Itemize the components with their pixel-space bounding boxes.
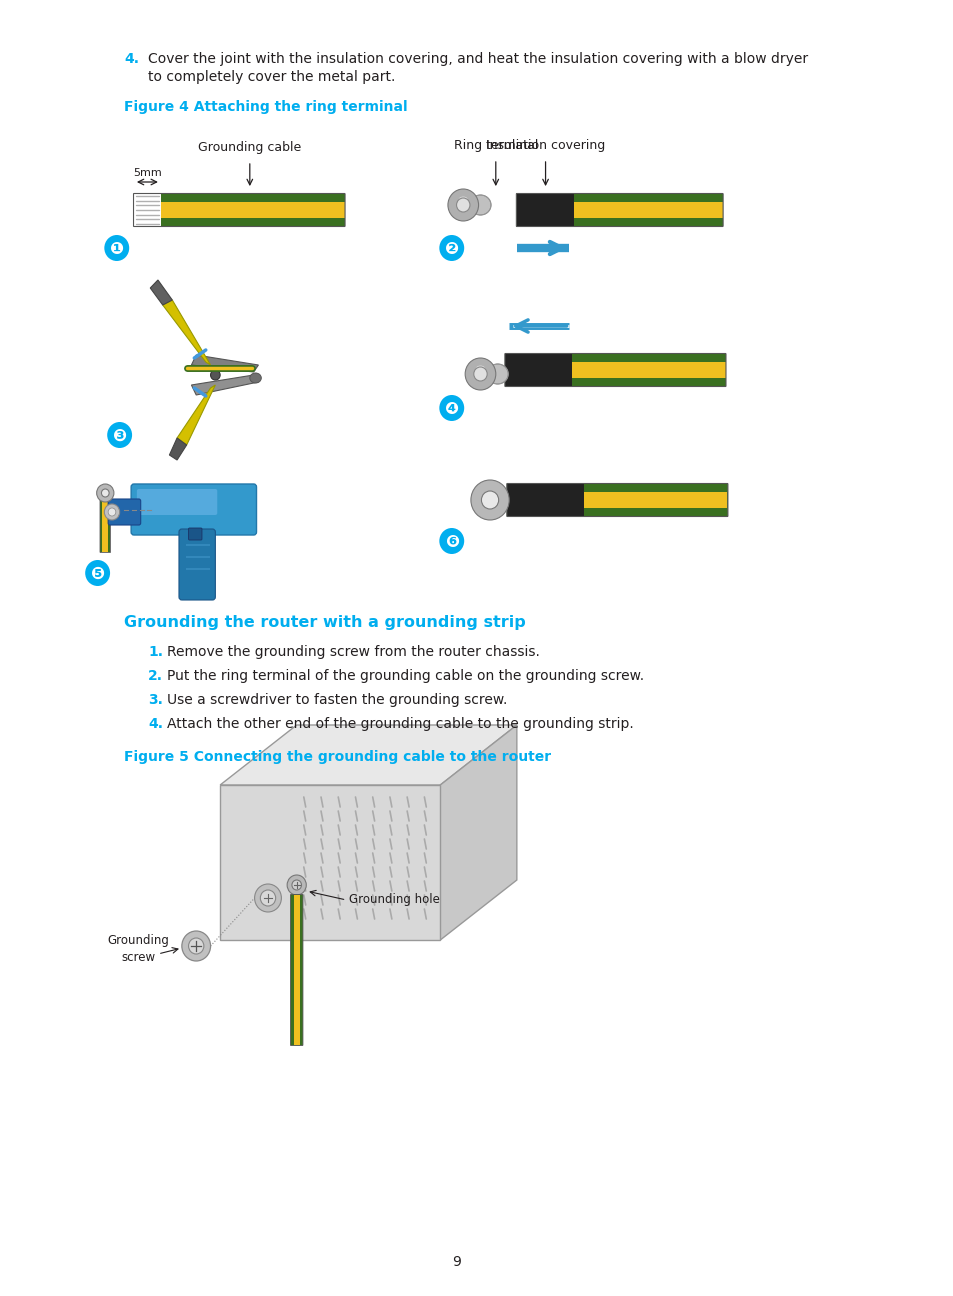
Polygon shape — [192, 375, 258, 395]
Circle shape — [456, 198, 470, 213]
Text: ❷: ❷ — [444, 240, 458, 258]
FancyBboxPatch shape — [131, 483, 256, 535]
Text: Ring terminal: Ring terminal — [453, 139, 537, 152]
Bar — [133, 194, 161, 226]
Bar — [505, 362, 724, 378]
Polygon shape — [163, 299, 211, 365]
Bar — [507, 483, 583, 516]
Text: Grounding the router with a grounding strip: Grounding the router with a grounding st… — [124, 616, 526, 630]
Circle shape — [211, 369, 220, 380]
Text: Attach the other end of the grounding cable to the grounding strip.: Attach the other end of the grounding ca… — [168, 717, 634, 731]
Circle shape — [254, 884, 281, 912]
Text: 5mm: 5mm — [132, 168, 162, 178]
Text: Use a screwdriver to fasten the grounding screw.: Use a screwdriver to fasten the groundin… — [168, 693, 507, 708]
Text: 3.: 3. — [149, 693, 163, 708]
Circle shape — [189, 938, 204, 954]
Circle shape — [481, 491, 498, 509]
Circle shape — [85, 560, 110, 586]
Text: Figure 5 Connecting the grounding cable to the router: Figure 5 Connecting the grounding cable … — [124, 750, 551, 765]
Text: Cover the joint with the insulation covering, and heat the insulation covering w: Cover the joint with the insulation cove… — [149, 52, 807, 66]
FancyBboxPatch shape — [179, 529, 215, 600]
Circle shape — [108, 508, 115, 516]
Circle shape — [292, 880, 301, 890]
Ellipse shape — [458, 197, 468, 203]
Bar — [220, 785, 440, 940]
Bar — [517, 202, 721, 218]
Text: 9: 9 — [452, 1255, 460, 1269]
FancyBboxPatch shape — [290, 894, 303, 1046]
Circle shape — [104, 235, 129, 260]
Circle shape — [260, 890, 275, 906]
Polygon shape — [440, 724, 517, 940]
Text: Insulation covering: Insulation covering — [485, 139, 604, 152]
Circle shape — [448, 189, 478, 222]
Bar — [100, 500, 110, 552]
Polygon shape — [177, 385, 215, 445]
Ellipse shape — [250, 373, 261, 384]
FancyBboxPatch shape — [108, 499, 140, 525]
Text: Grounding hole: Grounding hole — [349, 893, 439, 906]
Circle shape — [474, 367, 487, 381]
Bar — [505, 354, 572, 386]
Text: to completely cover the metal part.: to completely cover the metal part. — [149, 70, 395, 84]
Text: ❻: ❻ — [444, 533, 458, 551]
Bar — [517, 194, 574, 226]
Circle shape — [439, 395, 464, 421]
Bar — [507, 492, 726, 508]
Circle shape — [471, 480, 509, 520]
Text: 1.: 1. — [149, 645, 163, 658]
Text: 2.: 2. — [149, 669, 163, 683]
FancyBboxPatch shape — [136, 489, 217, 515]
Text: Remove the grounding screw from the router chassis.: Remove the grounding screw from the rout… — [168, 645, 539, 658]
Ellipse shape — [487, 364, 508, 384]
Text: 4.: 4. — [149, 717, 163, 731]
Circle shape — [107, 422, 132, 448]
FancyBboxPatch shape — [133, 193, 345, 227]
Bar — [102, 500, 108, 552]
FancyBboxPatch shape — [504, 354, 725, 386]
Text: ❺: ❺ — [91, 565, 105, 583]
Circle shape — [101, 489, 109, 496]
Text: ❸: ❸ — [112, 426, 127, 445]
Ellipse shape — [476, 365, 485, 372]
Text: Grounding
screw: Grounding screw — [108, 934, 170, 964]
Text: Grounding cable: Grounding cable — [198, 141, 301, 154]
FancyBboxPatch shape — [516, 193, 722, 227]
Circle shape — [439, 527, 464, 553]
Text: ❹: ❹ — [444, 400, 458, 419]
FancyBboxPatch shape — [506, 483, 727, 517]
Circle shape — [182, 931, 211, 962]
Polygon shape — [170, 438, 187, 460]
Circle shape — [465, 358, 496, 390]
Text: Put the ring terminal of the grounding cable on the grounding screw.: Put the ring terminal of the grounding c… — [168, 669, 644, 683]
Ellipse shape — [470, 194, 491, 215]
FancyBboxPatch shape — [189, 527, 202, 540]
Circle shape — [287, 875, 306, 896]
Bar — [133, 202, 344, 218]
Text: ❶: ❶ — [110, 240, 124, 258]
Polygon shape — [220, 724, 517, 785]
Circle shape — [104, 504, 119, 520]
Text: 4.: 4. — [124, 52, 139, 66]
Text: Figure 4 Attaching the ring terminal: Figure 4 Attaching the ring terminal — [124, 100, 408, 114]
Circle shape — [439, 235, 464, 260]
Bar — [294, 896, 299, 1045]
Polygon shape — [192, 355, 258, 372]
Circle shape — [96, 483, 113, 502]
Polygon shape — [151, 280, 172, 305]
